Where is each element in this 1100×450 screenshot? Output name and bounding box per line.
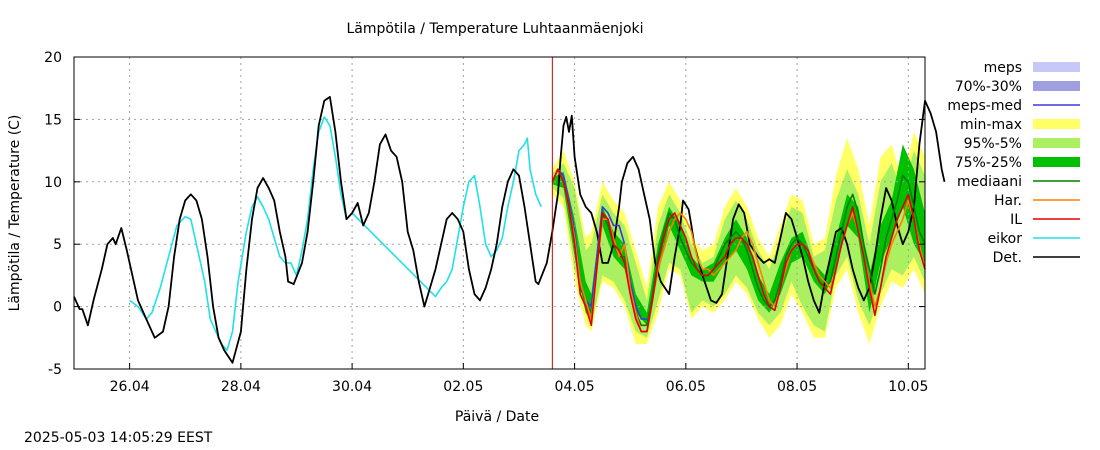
data-series	[73, 57, 946, 369]
series-line-det-	[73, 96, 946, 364]
series-line-il	[551, 168, 926, 333]
legend-label-eikor: eikor	[988, 231, 1023, 247]
legend-swatch-95-5-	[1033, 138, 1080, 148]
legend-label-95-5-: 95%-5%	[964, 136, 1022, 152]
legend-label-meps: meps	[984, 60, 1022, 76]
series-line-eikor	[129, 116, 542, 352]
grid-lines	[74, 57, 925, 369]
y-tick-label: 15	[44, 112, 62, 128]
legend-label-det-: Det.	[993, 250, 1022, 266]
y-tick-label: -5	[48, 362, 62, 378]
legend-label-min-max: min-max	[960, 117, 1022, 133]
legend-swatch-min-max	[1033, 119, 1080, 129]
x-tick-label: 04.05	[555, 379, 595, 395]
legend: meps 70%-30% meps-med min-max 95%-5% 75%-25% m…	[947, 60, 1080, 266]
y-tick-label: 5	[53, 237, 62, 253]
x-tick-label: 08.05	[777, 379, 817, 395]
x-tick-label: 28.04	[221, 379, 261, 395]
legend-label-il: IL	[1010, 212, 1022, 228]
x-tick-label: 30.04	[332, 379, 372, 395]
legend-label-har-: Har.	[994, 193, 1022, 209]
timestamp: 2025-05-03 14:05:29 EEST	[24, 430, 213, 446]
y-tick-label: 20	[44, 50, 62, 66]
plot-frame	[73, 56, 926, 370]
y-tick-label: 0	[53, 300, 62, 316]
x-tick-label: 06.05	[666, 379, 706, 395]
x-tick-label: 10.05	[888, 379, 928, 395]
x-tick-label: 26.04	[110, 379, 150, 395]
legend-swatch-75-25-	[1033, 157, 1080, 167]
axes: -5 0 5 10 15 20 26.04 28.04 30.04 02.05 04.05 06.05…	[44, 50, 928, 395]
legend-swatch-70-30-	[1033, 81, 1080, 91]
x-axis-label: Päivä / Date	[455, 409, 539, 425]
chart-title: Lämpötila / Temperature Luhtaanmäenjoki	[346, 21, 643, 37]
legend-label-75-25-: 75%-25%	[955, 155, 1022, 171]
legend-label-mediaani: mediaani	[957, 174, 1022, 190]
legend-label-70-30-: 70%-30%	[955, 79, 1022, 95]
legend-label-meps-med: meps-med	[947, 98, 1022, 114]
plot-border	[73, 56, 926, 370]
y-tick-label: 10	[44, 175, 62, 191]
series-line-meps-med	[551, 168, 647, 320]
x-tick-label: 02.05	[443, 379, 483, 395]
legend-swatch-meps	[1033, 62, 1080, 72]
y-axis-label: Lämpötila / Temperature (C)	[7, 115, 23, 312]
